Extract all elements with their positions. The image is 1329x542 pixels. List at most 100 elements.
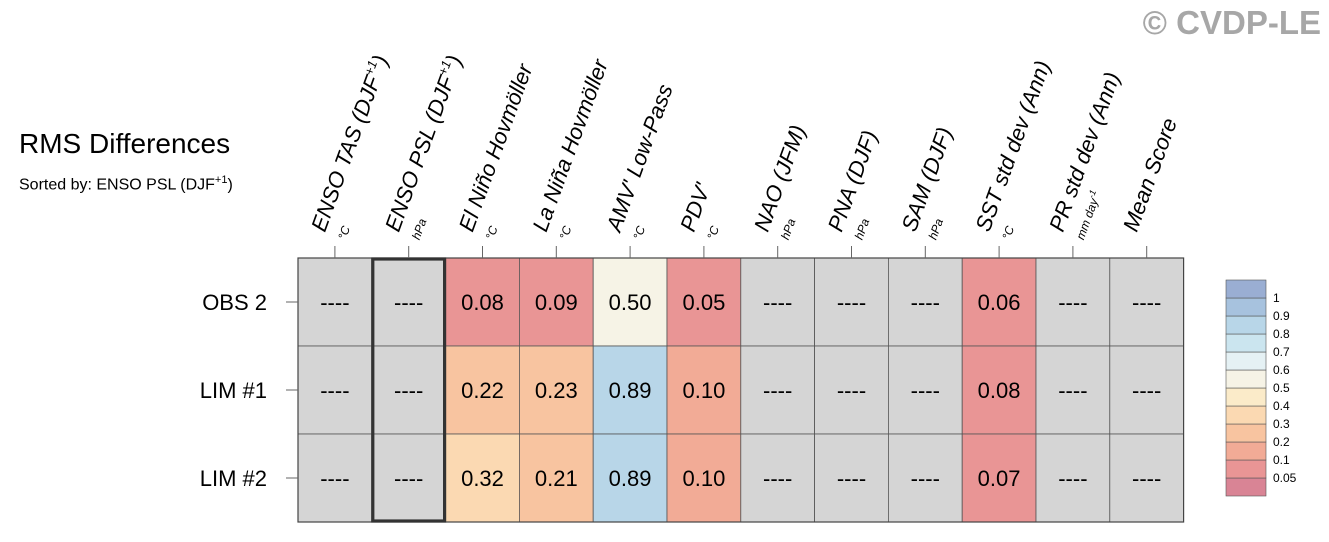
heatmap-cell [666, 257, 742, 347]
subtitle-prefix: Sorted by: ENSO PSL (DJF [19, 176, 215, 194]
heatmap-cell [888, 345, 963, 435]
colorbar-tick-label: 0.9 [1273, 309, 1290, 323]
colorbar-segment [1225, 297, 1267, 317]
heatmap-cell [592, 433, 668, 523]
copyright-watermark: © CVDP-LE [1142, 4, 1321, 41]
cell-value-label: 0.06 [978, 290, 1021, 315]
column-header-label: SAM (DJF) [897, 124, 958, 235]
heatmap-cell [297, 433, 373, 523]
heatmap-cell [814, 345, 889, 435]
column-header-text: SAM (DJF) [897, 124, 958, 235]
colorbar-segment [1225, 423, 1267, 443]
cell-value-label: ---- [763, 290, 792, 315]
cell-value-label: ---- [1058, 290, 1087, 315]
cell-value-label: ---- [837, 290, 866, 315]
heatmap-cell [592, 345, 668, 435]
column-header-label: Mean Score [1118, 115, 1182, 235]
cell-value-label: 0.08 [461, 290, 504, 315]
cell-value-label: ---- [1058, 378, 1087, 403]
heatmap-cell [1035, 345, 1111, 435]
row-label: OBS 2 [202, 290, 267, 315]
column-header-label: AMV' Low-Pass [601, 81, 678, 237]
cell-value-label: ---- [394, 378, 423, 403]
cell-value-label: 0.07 [978, 466, 1021, 491]
cell-value-label: ---- [763, 378, 792, 403]
heatmap-cell [814, 257, 889, 347]
heatmap-cell [1109, 433, 1185, 523]
cell-value-label: ---- [911, 466, 940, 491]
heatmap-cell [961, 345, 1037, 435]
cell-value-label: ---- [320, 378, 349, 403]
heatmap-cell [1109, 257, 1185, 347]
column-header-label: El Niño Hovmöller [454, 59, 538, 235]
column-header-text: ENSO TAS (DJF [306, 71, 386, 235]
heatmap-cell [297, 345, 373, 435]
cell-value-label: ---- [837, 466, 866, 491]
column-unit-label: hPa [852, 216, 873, 241]
colorbar-segment [1225, 387, 1267, 407]
colorbar-tick-label: 0.1 [1273, 453, 1290, 467]
heatmap-cell [371, 433, 446, 523]
cell-value-label: 0.50 [609, 290, 652, 315]
colorbar-tick-label: 0.2 [1273, 435, 1290, 449]
heatmap-cell [519, 257, 594, 347]
column-header-superscript: +1 [361, 58, 380, 77]
cell-value-label: 0.08 [978, 378, 1021, 403]
heatmap-cell [740, 433, 815, 523]
heatmap-cell [961, 257, 1037, 347]
colorbar-segment [1225, 333, 1267, 353]
column-header-label: NAO (JFM) [749, 122, 811, 235]
cell-value-label: 0.89 [609, 466, 652, 491]
heatmap-cell [445, 433, 520, 523]
column-header-label: La Niña Hovmöller [528, 55, 614, 235]
column-unit-label: °C [483, 224, 501, 242]
column-header-text: NAO (JFM) [749, 122, 811, 235]
colorbar-tick-label: 0.05 [1273, 471, 1297, 485]
column-unit-label: °C [335, 224, 353, 242]
heatmap-cell [814, 433, 889, 523]
cell-value-label: ---- [1132, 466, 1161, 491]
heatmap-cell [519, 433, 594, 523]
column-header-label: PNA (DJF) [823, 127, 883, 235]
column-unit-label: °C [704, 224, 722, 242]
column-header-text: El Niño Hovmöller [454, 59, 538, 235]
cell-value-label: ---- [1058, 466, 1087, 491]
heatmap-cell [1035, 433, 1111, 523]
cell-value-label: 0.89 [609, 378, 652, 403]
column-header-text: Mean Score [1118, 115, 1182, 235]
column-header: SAM (DJF)hPa [897, 124, 958, 242]
heatmap-cell [888, 257, 963, 347]
column-header-label: ENSO PSL (DJF+1) [379, 51, 467, 234]
cell-value-label: ---- [911, 290, 940, 315]
column-header-text: PNA (DJF) [823, 127, 883, 235]
heatmap-cell [740, 345, 815, 435]
colorbar-segment [1225, 441, 1267, 461]
chart-subtitle: Sorted by: ENSO PSL (DJF+1) [19, 174, 233, 194]
colorbar-tick-label: 0.4 [1273, 399, 1290, 413]
cell-value-label: ---- [911, 378, 940, 403]
column-header-text: La Niña Hovmöller [528, 55, 614, 235]
cell-value-label: ---- [394, 466, 423, 491]
colorbar-segment [1225, 315, 1267, 335]
cell-value-label: ---- [837, 378, 866, 403]
colorbar-segment [1225, 279, 1267, 299]
cell-value-label: 0.32 [461, 466, 504, 491]
heatmap-cell [519, 345, 594, 435]
cell-value-label: 0.21 [535, 466, 578, 491]
column-header-text: ENSO PSL (DJF [380, 71, 460, 235]
colorbar-segment [1225, 351, 1267, 371]
chart-title: RMS Differences [19, 128, 231, 159]
subtitle-superscript: +1 [214, 174, 228, 186]
column-unit-label: °C [557, 224, 575, 242]
cell-value-label: 0.09 [535, 290, 578, 315]
column-header: PNA (DJF)hPa [823, 127, 883, 242]
column-unit-label: °C [630, 224, 648, 242]
colorbar-tick-label: 1 [1273, 291, 1280, 305]
column-unit-label: °C [999, 224, 1017, 242]
row-label: LIM #1 [200, 378, 267, 403]
colorbar-tick-label: 0.5 [1273, 381, 1290, 395]
heatmap-cell [961, 433, 1037, 523]
column-header: PDV'°C [675, 179, 722, 242]
subtitle-suffix: ) [227, 176, 233, 194]
